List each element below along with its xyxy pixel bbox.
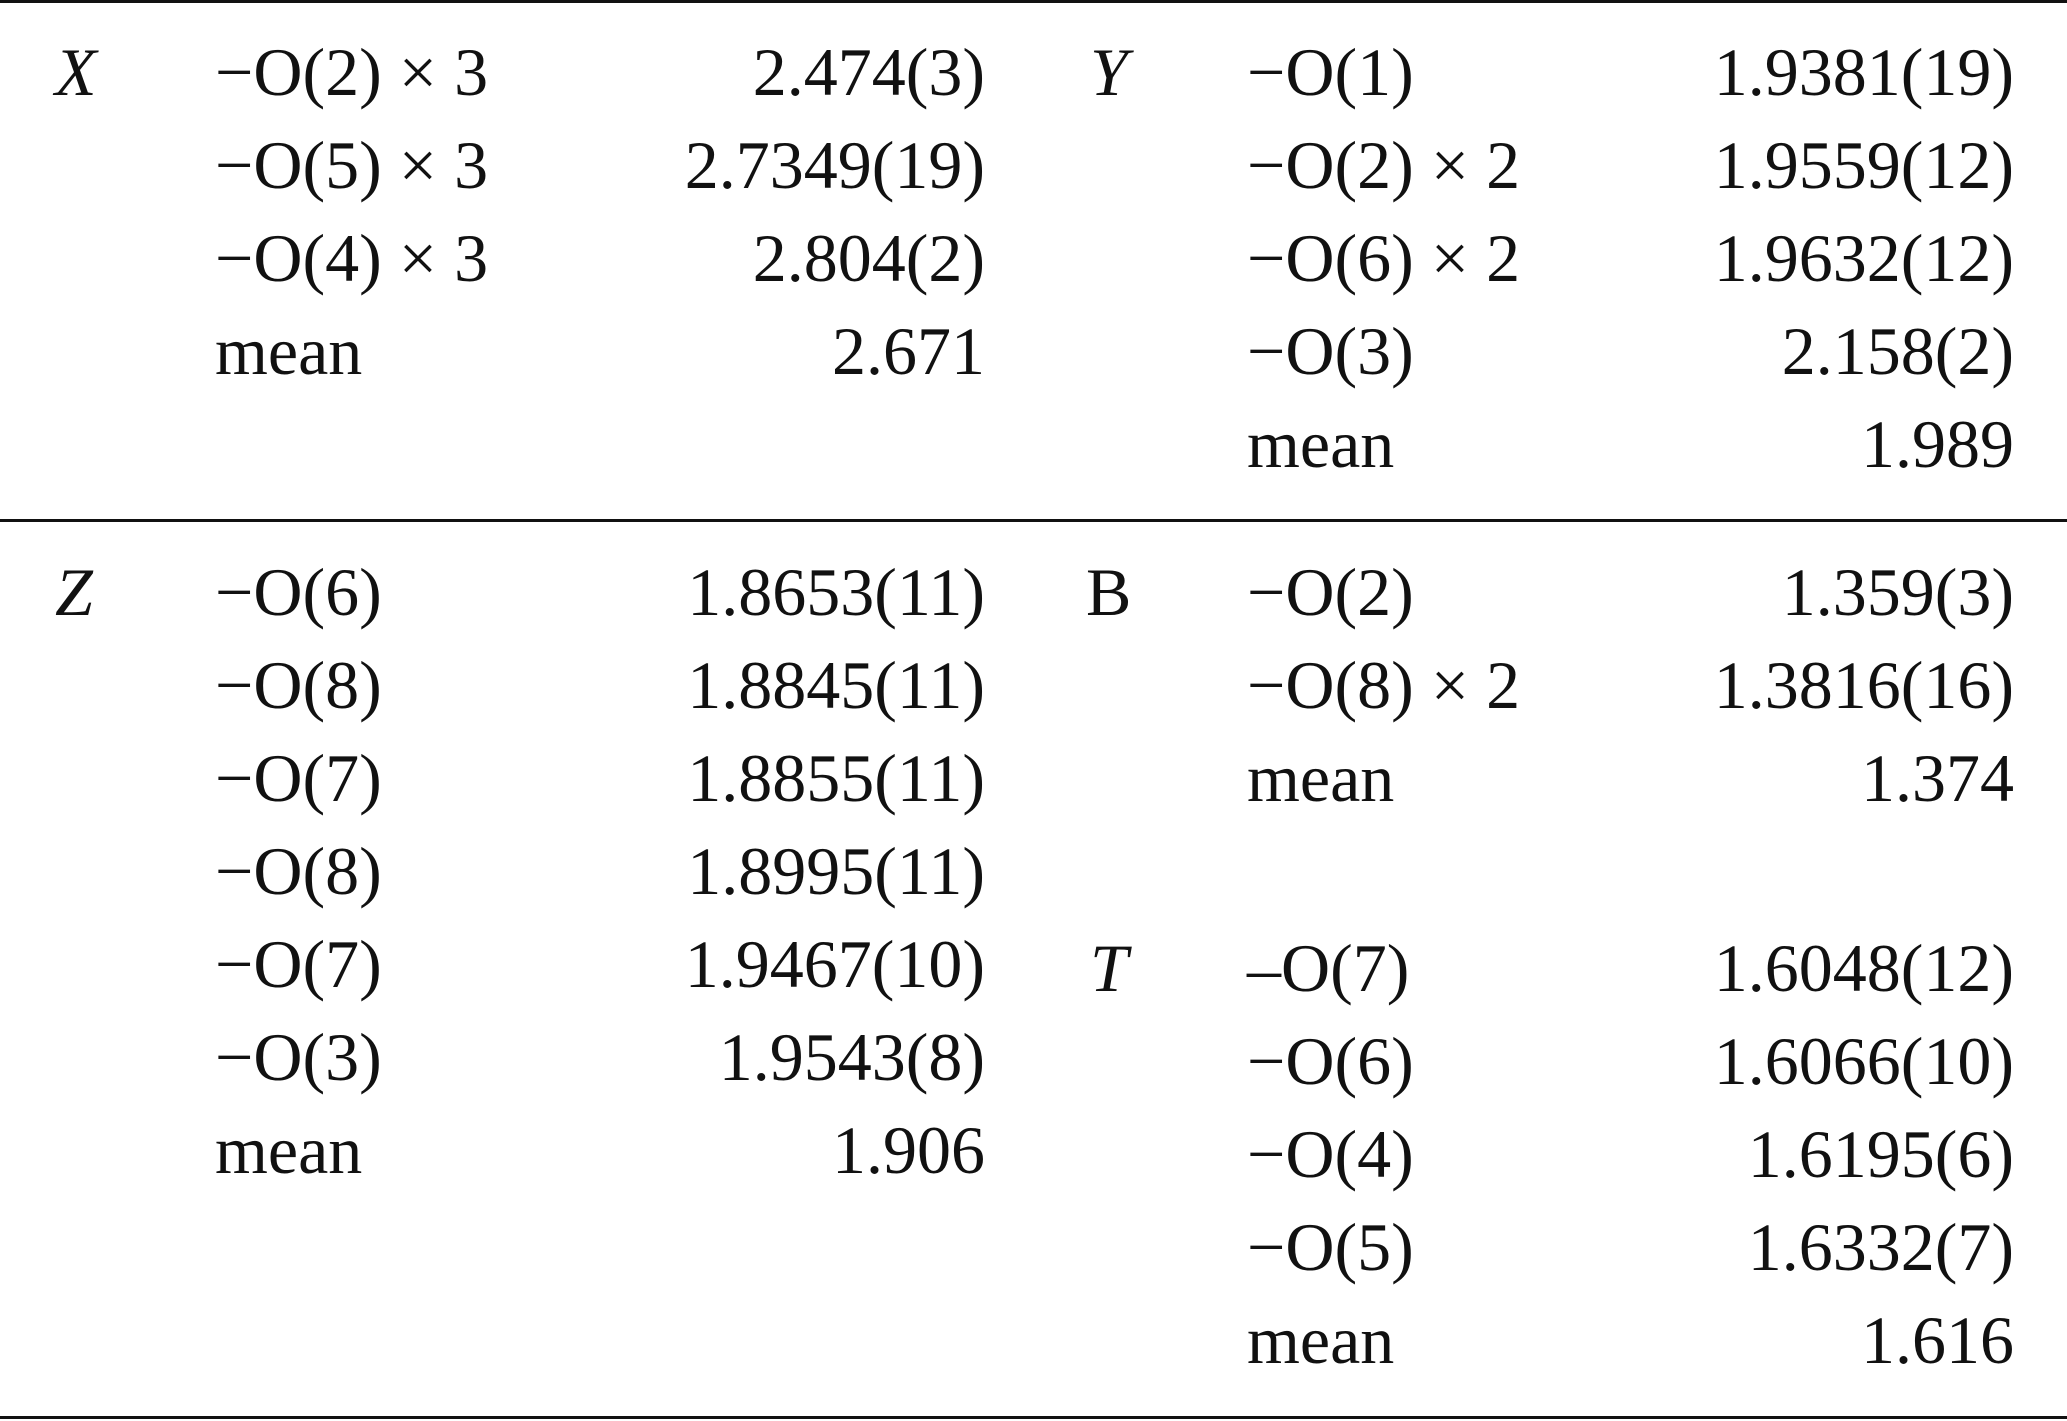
bond-label: −O(6) <box>1247 1023 1414 1099</box>
bottom-rule <box>0 1416 2067 1419</box>
bond-label: −O(3) <box>215 1019 382 1095</box>
table-row: −O(3) 1.9543(8) <box>215 1010 985 1104</box>
table-row: −O(7) 1.8855(11) <box>215 731 985 825</box>
table-row: −O(8) 1.8995(11) <box>215 824 985 918</box>
distance-value: 1.359(3) <box>1781 554 2014 630</box>
site-label-t: T <box>1090 930 1128 1006</box>
table-row: –O(7) 1.6048(12) <box>1247 921 2014 1015</box>
distance-value: 1.6195(6) <box>1747 1116 2014 1192</box>
table-row: −O(4) 1.6195(6) <box>1247 1107 2014 1201</box>
distance-value: 2.671 <box>832 313 985 389</box>
distance-value: 1.9543(8) <box>718 1019 985 1095</box>
distance-value: 1.6048(12) <box>1713 930 2014 1006</box>
bond-label: −O(1) <box>1247 34 1414 110</box>
bond-label: −O(8) × 2 <box>1247 647 1521 723</box>
bond-label: −O(2) × 3 <box>215 34 489 110</box>
table-row: −O(2) × 3 2.474(3) <box>215 25 985 119</box>
bond-label: −O(7) <box>215 926 382 1002</box>
distance-value: 1.989 <box>1861 406 2014 482</box>
distance-value: 2.7349(19) <box>684 127 985 203</box>
table-row: −O(7) 1.9467(10) <box>215 917 985 1011</box>
table-row: −O(5) 1.6332(7) <box>1247 1200 2014 1294</box>
table-row: −O(3) 2.158(2) <box>1247 304 2014 398</box>
site-t-block: T –O(7) 1.6048(12) −O(6) 1.6066(10) −O(4… <box>1080 921 2067 1401</box>
bond-label: −O(4) <box>1247 1116 1414 1192</box>
site-label-x: X <box>55 34 97 110</box>
distance-value: 1.9381(19) <box>1713 34 2014 110</box>
bond-label: −O(7) <box>215 740 382 816</box>
bond-label: −O(5) × 3 <box>215 127 489 203</box>
bond-label: −O(6) × 2 <box>1247 220 1521 296</box>
distance-value: 1.6066(10) <box>1713 1023 2014 1099</box>
site-label-y: Y <box>1090 34 1128 110</box>
table-row: −O(8) 1.8845(11) <box>215 638 985 732</box>
bond-label: −O(6) <box>215 554 382 630</box>
site-b-block: B −O(2) 1.359(3) −O(8) × 2 1.3816(16) me… <box>1080 545 2067 845</box>
table-row: mean 2.671 <box>215 304 985 398</box>
bond-label: −O(2) <box>1247 554 1414 630</box>
site-y-block: Y −O(1) 1.9381(19) −O(2) × 2 1.9559(12) … <box>1080 25 2067 505</box>
distance-value: 1.3816(16) <box>1713 647 2014 723</box>
distance-value: 1.8653(11) <box>687 554 985 630</box>
bond-label: mean <box>1247 740 1395 816</box>
distance-value: 1.8855(11) <box>687 740 985 816</box>
table-row: mean 1.989 <box>1247 397 2014 491</box>
table-row: mean 1.374 <box>1247 731 2014 825</box>
middle-rule <box>0 519 2067 522</box>
distance-value: 1.9632(12) <box>1713 220 2014 296</box>
bond-label: −O(4) × 3 <box>215 220 489 296</box>
bond-label: −O(5) <box>1247 1209 1414 1285</box>
bond-label: –O(7) <box>1247 930 1410 1006</box>
table-row: −O(6) × 2 1.9632(12) <box>1247 211 2014 305</box>
site-x-block: X −O(2) × 3 2.474(3) −O(5) × 3 2.7349(19… <box>0 25 1000 425</box>
distance-value: 1.6332(7) <box>1747 1209 2014 1285</box>
bond-label: −O(3) <box>1247 313 1414 389</box>
table-row: −O(8) × 2 1.3816(16) <box>1247 638 2014 732</box>
distance-value: 2.804(2) <box>752 220 985 296</box>
distance-value: 1.9467(10) <box>684 926 985 1002</box>
distance-value: 2.474(3) <box>752 34 985 110</box>
site-label-z: Z <box>55 554 93 630</box>
site-z-block: Z −O(6) 1.8653(11) −O(8) 1.8845(11) −O(7… <box>0 545 1000 1205</box>
distance-value: 2.158(2) <box>1781 313 2014 389</box>
distance-value: 1.906 <box>832 1112 985 1188</box>
distance-value: 1.374 <box>1861 740 2014 816</box>
bond-label: mean <box>1247 406 1395 482</box>
bond-label: −O(8) <box>215 647 382 723</box>
table-row: −O(2) × 2 1.9559(12) <box>1247 118 2014 212</box>
bond-label: mean <box>1247 1302 1395 1378</box>
table-row: mean 1.616 <box>1247 1293 2014 1387</box>
table-row: −O(4) × 3 2.804(2) <box>215 211 985 305</box>
bond-label: −O(2) × 2 <box>1247 127 1521 203</box>
bond-label: mean <box>215 1112 363 1188</box>
table-row: −O(2) 1.359(3) <box>1247 545 2014 639</box>
distance-value: 1.8995(11) <box>687 833 985 909</box>
distance-value: 1.8845(11) <box>687 647 985 723</box>
site-label-b: B <box>1086 554 1132 630</box>
distance-value: 1.616 <box>1861 1302 2014 1378</box>
bond-label: −O(8) <box>215 833 382 909</box>
table-row: −O(1) 1.9381(19) <box>1247 25 2014 119</box>
top-rule <box>0 0 2067 3</box>
distance-value: 1.9559(12) <box>1713 127 2014 203</box>
table-row: mean 1.906 <box>215 1103 985 1197</box>
table-row: −O(5) × 3 2.7349(19) <box>215 118 985 212</box>
table-row: −O(6) 1.8653(11) <box>215 545 985 639</box>
bond-label: mean <box>215 313 363 389</box>
table-row: −O(6) 1.6066(10) <box>1247 1014 2014 1108</box>
